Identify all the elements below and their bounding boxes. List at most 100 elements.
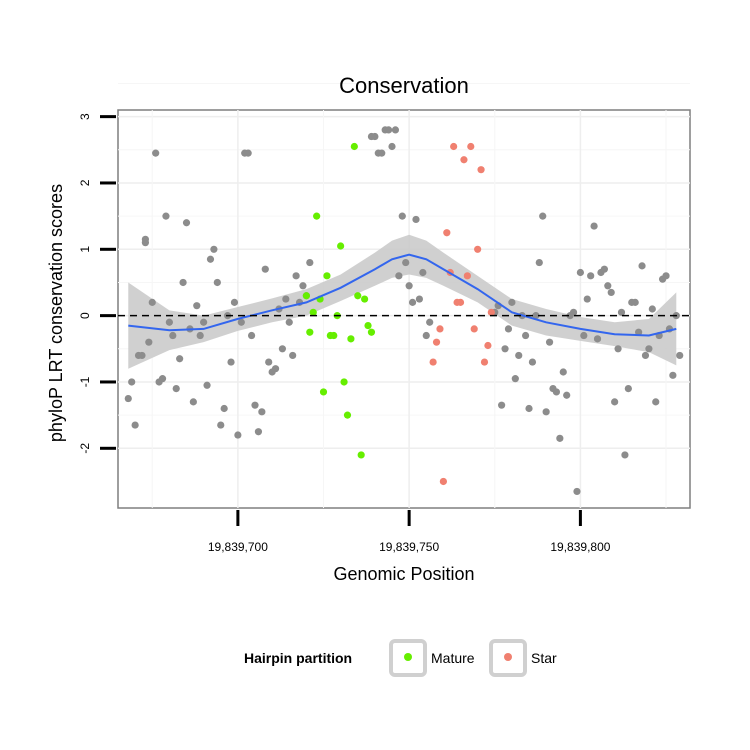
data-point-other	[501, 345, 509, 353]
data-point-mature	[340, 378, 348, 386]
data-point-mature	[343, 411, 352, 419]
data-point-mature	[330, 331, 338, 340]
data-point-other	[593, 335, 602, 343]
data-point-other	[614, 345, 622, 353]
data-point-other	[200, 318, 208, 326]
data-point-other	[645, 345, 653, 353]
data-point-other	[371, 132, 379, 141]
data-point-star	[477, 166, 485, 174]
data-point-other	[408, 298, 417, 306]
data-point-other	[498, 401, 506, 409]
data-point-other	[247, 331, 256, 340]
data-point-other	[624, 385, 632, 393]
data-point-other	[412, 215, 420, 224]
data-point-other	[278, 345, 287, 353]
data-point-other	[419, 268, 427, 277]
data-point-other	[217, 421, 225, 429]
data-point-other	[169, 331, 177, 340]
data-point-other	[210, 245, 218, 253]
data-point-other	[251, 401, 259, 409]
data-point-other	[532, 312, 540, 320]
data-point-other	[415, 295, 424, 303]
y-tick-label: -1	[78, 376, 92, 387]
data-point-star	[480, 358, 489, 366]
data-point-mature	[357, 451, 365, 459]
data-point-other	[244, 149, 252, 157]
x-axis-title: Genomic Position	[333, 564, 474, 584]
data-point-other	[271, 365, 280, 373]
data-point-other	[576, 268, 584, 277]
data-point-other	[426, 318, 434, 326]
data-point-other	[405, 282, 413, 290]
data-point-other	[542, 408, 550, 416]
data-point-other	[165, 318, 173, 326]
data-point-other	[138, 351, 146, 360]
data-point-other	[569, 308, 578, 316]
data-point-other	[388, 142, 396, 151]
data-point-other	[552, 388, 561, 396]
data-point-other	[635, 328, 643, 336]
data-point-other	[176, 355, 184, 363]
data-point-other	[254, 428, 263, 436]
data-point-star	[460, 156, 468, 164]
data-point-star	[467, 142, 475, 151]
data-point-other	[378, 149, 386, 157]
data-point-other	[508, 298, 516, 306]
x-tick-label: 19,839,800	[550, 540, 610, 554]
data-point-other	[539, 212, 547, 220]
legend-dot-star	[504, 653, 512, 661]
data-point-other	[521, 331, 530, 340]
data-point-other	[261, 265, 269, 273]
data-point-other	[145, 338, 153, 346]
data-point-other	[196, 331, 204, 340]
data-point-mature	[350, 142, 358, 151]
data-point-other	[203, 381, 211, 389]
data-point-other	[265, 358, 273, 366]
data-point-other	[422, 331, 430, 340]
data-point-mature	[337, 242, 345, 250]
smooth-line-layer	[128, 253, 677, 337]
data-point-mature	[347, 335, 355, 343]
data-point-other	[227, 358, 235, 366]
data-point-other	[299, 282, 307, 290]
data-point-other	[641, 351, 650, 360]
data-point-other	[535, 258, 543, 267]
data-point-other	[152, 149, 160, 157]
data-point-other	[604, 282, 612, 290]
y-tick-label: 3	[78, 113, 92, 120]
data-point-other	[292, 272, 300, 280]
data-point-other	[206, 255, 215, 263]
data-point-star	[456, 298, 465, 306]
data-point-other	[306, 258, 314, 267]
data-point-mature	[323, 272, 331, 280]
data-point-other	[590, 222, 598, 230]
data-point-other	[662, 272, 670, 280]
data-point-other	[124, 394, 132, 403]
data-point-other	[511, 375, 519, 383]
data-point-other	[172, 385, 180, 393]
data-point-star	[439, 477, 447, 486]
data-point-other	[607, 288, 615, 297]
data-point-star	[484, 341, 492, 350]
data-point-other	[545, 338, 554, 346]
data-point-other	[525, 404, 533, 413]
data-point-mature	[354, 292, 362, 300]
data-point-other	[131, 421, 139, 429]
data-point-other	[638, 262, 646, 270]
data-point-mature	[361, 295, 369, 303]
data-point-star	[429, 358, 437, 366]
data-point-other	[395, 272, 403, 280]
data-point-other	[182, 219, 191, 227]
y-tick-label: -2	[78, 443, 92, 454]
data-point-other	[189, 398, 197, 406]
data-point-mature	[367, 328, 376, 336]
data-point-other	[220, 404, 228, 413]
point-layer	[124, 126, 684, 496]
data-point-other	[398, 212, 406, 220]
legend: Hairpin partition Mature Star	[244, 639, 557, 677]
data-point-other	[515, 351, 523, 360]
data-point-other	[282, 295, 290, 303]
axes: -2 -1 0 1 2 3 19,839,700 19,839,750 19,839,800	[78, 113, 611, 554]
data-point-mature	[302, 292, 310, 300]
